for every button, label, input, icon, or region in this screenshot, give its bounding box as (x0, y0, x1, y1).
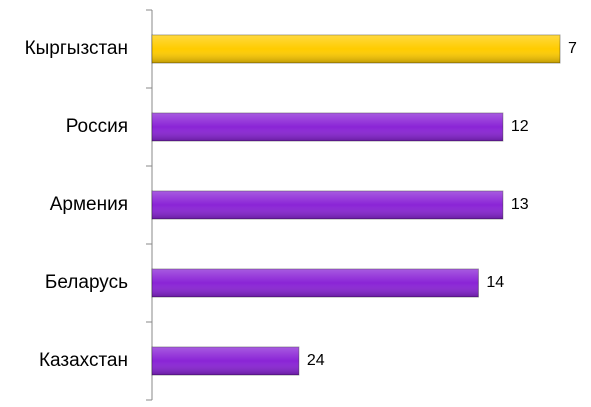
bar-shade (152, 269, 479, 297)
category-label: Казахстан (39, 350, 128, 371)
bar-shade (152, 191, 503, 219)
category-label: Армения (50, 194, 128, 215)
value-label: 13 (511, 196, 529, 213)
category-label: Россия (66, 116, 128, 137)
bar-shade (152, 113, 503, 141)
value-label: 7 (568, 40, 577, 57)
bar-shade (152, 35, 560, 63)
value-label: 24 (307, 352, 325, 369)
category-label: Беларусь (45, 272, 128, 293)
value-label: 12 (511, 118, 529, 135)
category-label: Кыргызстан (25, 38, 128, 59)
bar-shade (152, 347, 299, 375)
value-label: 14 (486, 274, 504, 291)
